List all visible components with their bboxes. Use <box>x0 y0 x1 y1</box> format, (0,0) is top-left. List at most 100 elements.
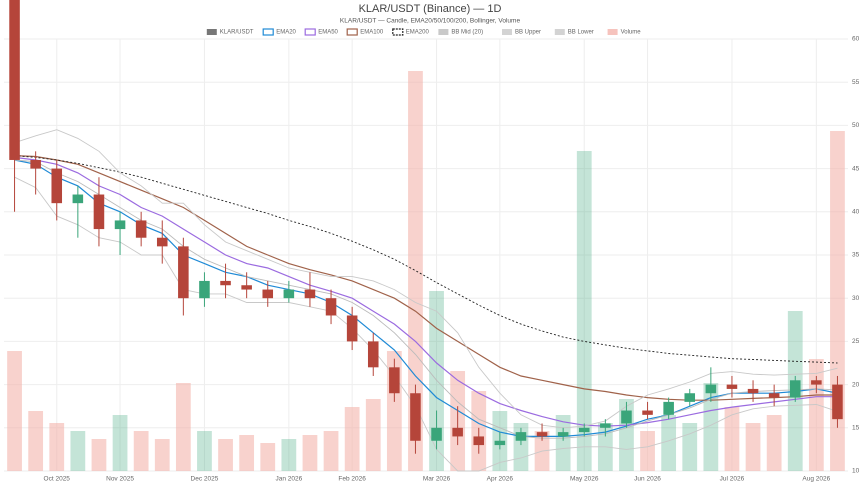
legend-swatch <box>346 28 358 36</box>
volume-bar <box>28 411 44 471</box>
candle-body <box>515 432 527 441</box>
line-series <box>14 176 838 472</box>
candle-body <box>768 393 780 398</box>
line-series <box>14 156 838 427</box>
candle-body <box>578 427 590 433</box>
candle-body <box>642 410 653 415</box>
line-layer <box>14 129 838 472</box>
candle-body <box>135 220 147 238</box>
candle-body <box>431 427 442 441</box>
volume-bar <box>576 151 592 471</box>
volume-bar <box>175 383 191 471</box>
y-tick-label: 35 <box>852 252 860 259</box>
x-tick-label: Aug 2026 <box>802 476 830 483</box>
legend-swatch <box>438 29 449 35</box>
volume-bar <box>344 407 360 471</box>
volume-bar <box>133 431 149 471</box>
volume-bar <box>154 439 170 471</box>
legend-label: EMA100 <box>360 30 384 36</box>
candle-body <box>389 367 400 394</box>
candle-body <box>9 0 20 160</box>
legend-label: Volume <box>621 30 642 36</box>
candle-body <box>346 315 358 342</box>
candle-body <box>93 194 105 230</box>
x-tick-label: Mar 2026 <box>423 476 451 483</box>
candle-body <box>178 246 189 299</box>
candle-body <box>283 289 295 299</box>
legend-swatch <box>502 29 512 35</box>
volume-bar <box>365 399 381 471</box>
volume-bar <box>218 439 233 471</box>
volume-bar <box>808 359 824 471</box>
x-tick-label: Jun 2026 <box>634 476 661 483</box>
y-tick-label: 60 <box>852 36 860 43</box>
volume-bar <box>260 443 276 471</box>
candle-body <box>832 384 843 420</box>
candle-body <box>452 427 463 437</box>
x-tick-label: Nov 2025 <box>106 476 134 483</box>
y-tick-label: 25 <box>852 338 860 345</box>
legend-swatch <box>262 28 274 36</box>
volume-bar <box>555 415 571 471</box>
candle-body <box>705 384 717 394</box>
candle-body <box>726 384 738 389</box>
volume-bar <box>766 415 782 471</box>
volume-bar <box>745 423 761 471</box>
volume-bar <box>91 439 107 471</box>
candle-body <box>684 393 696 402</box>
candle-body <box>199 280 210 299</box>
volume-bar <box>640 431 655 471</box>
line-series <box>14 159 838 439</box>
volume-bar <box>302 435 318 471</box>
candle-body <box>410 393 421 441</box>
x-tick-label: Jan 2026 <box>275 476 302 483</box>
volume-bar <box>70 431 86 471</box>
candle-body <box>621 410 632 424</box>
legend-label: BB Mid (20) <box>451 30 483 36</box>
line-series <box>14 155 838 364</box>
legend-label: BB Lower <box>568 30 594 36</box>
volume-bar <box>281 439 297 471</box>
y-tick-label: 30 <box>852 295 860 302</box>
volume-layer <box>7 71 845 471</box>
chart-title: KLAR/USDT (Binance) — 1D <box>359 3 502 15</box>
y-tick-label: 55 <box>852 79 860 86</box>
volume-bar <box>49 423 65 471</box>
candle-body <box>663 401 674 415</box>
legend-swatch <box>392 28 404 36</box>
candle-body <box>304 289 316 299</box>
x-tick-label: Jul 2026 <box>720 476 745 483</box>
legend-swatch <box>206 29 217 35</box>
line-series <box>14 159 838 437</box>
candle-body <box>51 168 63 204</box>
x-tick-label: Oct 2025 <box>44 476 71 483</box>
candle-layer <box>9 0 843 454</box>
volume-bar <box>724 407 740 471</box>
legend-label: EMA50 <box>318 30 338 36</box>
legend-swatch <box>607 29 618 35</box>
candle-body <box>241 285 252 290</box>
candle-body <box>72 194 84 204</box>
legend-label: EMA20 <box>276 30 296 36</box>
volume-bar <box>429 291 444 471</box>
y-tick-label: 50 <box>852 122 860 129</box>
candle-body <box>600 423 611 428</box>
x-tick-label: May 2026 <box>570 476 599 483</box>
candle-body <box>473 436 485 446</box>
candle-body <box>367 341 379 368</box>
volume-bar <box>703 383 719 471</box>
candle-body <box>262 289 274 299</box>
y-tick-label: 15 <box>852 425 860 432</box>
candle-body <box>557 432 569 437</box>
legend: KLAR/USDT EMA20 EMA50 EMA100 EMA200 BB Mid (2… <box>206 28 642 36</box>
x-tick-label: Feb 2026 <box>338 476 366 483</box>
y-tick-label: 10 <box>852 468 860 475</box>
grid: 10 15 20 25 30 35 40 45 50 55 60 Oct 2025 Nov 2025 De… <box>4 36 860 483</box>
volume-bar <box>661 415 677 471</box>
candle-body <box>220 280 231 286</box>
candle-body <box>30 159 41 169</box>
y-tick-label: 20 <box>852 381 860 388</box>
volume-bar <box>323 431 339 471</box>
candle-body <box>114 220 126 230</box>
